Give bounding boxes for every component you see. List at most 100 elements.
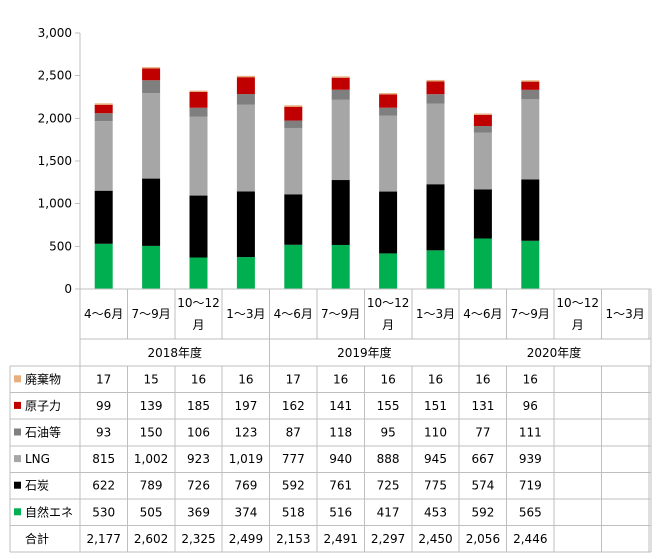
bar-segment bbox=[426, 103, 445, 185]
category-label: 10～12 bbox=[556, 296, 599, 310]
bar-segment bbox=[189, 90, 208, 92]
bar-segment bbox=[236, 94, 255, 105]
table-value: 16 bbox=[238, 372, 253, 386]
bar-segment bbox=[142, 178, 161, 246]
table-value: 369 bbox=[187, 505, 210, 519]
table-value: 667 bbox=[471, 452, 494, 466]
table-value: 1,002 bbox=[134, 452, 168, 466]
bar-segment bbox=[189, 91, 208, 108]
legend-label: 自然エネ bbox=[25, 504, 73, 519]
category-label: 月 bbox=[192, 318, 204, 332]
table-value: 162 bbox=[282, 399, 305, 413]
table-value: 939 bbox=[519, 452, 542, 466]
bar-segment bbox=[426, 79, 445, 82]
bar-segment bbox=[236, 75, 255, 78]
table-value: 453 bbox=[424, 505, 447, 519]
table-value: 118 bbox=[329, 426, 352, 440]
table-value: 769 bbox=[234, 479, 257, 493]
total-value: 2,177 bbox=[87, 532, 121, 546]
table-value: 592 bbox=[282, 479, 305, 493]
bar-segment bbox=[284, 106, 303, 121]
table-value: 777 bbox=[282, 452, 305, 466]
table-value: 417 bbox=[377, 505, 400, 519]
table-value: 574 bbox=[471, 479, 494, 493]
table-value: 725 bbox=[377, 479, 400, 493]
table-value: 87 bbox=[286, 426, 301, 440]
category-label: 10～12 bbox=[177, 296, 220, 310]
y-tick-label: 0 bbox=[64, 282, 72, 296]
table-value: 518 bbox=[282, 505, 305, 519]
bar-segment bbox=[284, 120, 303, 128]
bar-segment bbox=[379, 191, 398, 254]
bar-segment bbox=[142, 80, 161, 94]
bar-segment bbox=[236, 77, 255, 95]
bar-segment bbox=[189, 195, 208, 258]
bar-segment bbox=[379, 107, 398, 116]
table-value: 106 bbox=[187, 426, 210, 440]
bar-segment bbox=[94, 243, 113, 289]
table-value: 93 bbox=[96, 426, 111, 440]
bar-segment bbox=[284, 194, 303, 245]
bar-segment bbox=[379, 93, 398, 95]
bar-segment bbox=[521, 89, 540, 100]
legend-swatch bbox=[14, 428, 21, 436]
legend-label: 石炭 bbox=[25, 479, 49, 493]
legend-label: LNG bbox=[25, 452, 50, 466]
group-label: 2019年度 bbox=[337, 345, 392, 360]
bar-segment bbox=[331, 77, 350, 90]
bar-segment bbox=[331, 180, 350, 245]
bar-segment bbox=[94, 113, 113, 122]
bar-segment bbox=[331, 244, 350, 289]
table-value: 151 bbox=[424, 399, 447, 413]
table-value: 77 bbox=[475, 426, 490, 440]
table-value: 197 bbox=[234, 399, 257, 413]
bar-segment bbox=[236, 191, 255, 258]
bar-segment bbox=[94, 103, 113, 105]
bar-segment bbox=[236, 104, 255, 192]
group-label: 2018年度 bbox=[148, 345, 203, 360]
table-value: 888 bbox=[377, 452, 400, 466]
bar-segment bbox=[331, 76, 350, 78]
table-value: 16 bbox=[333, 372, 348, 386]
bar-segment bbox=[379, 253, 398, 289]
bar-segment bbox=[142, 245, 161, 289]
bar-segment bbox=[284, 105, 303, 107]
table-value: 815 bbox=[92, 452, 115, 466]
table-value: 719 bbox=[519, 479, 542, 493]
bar-segment bbox=[521, 81, 540, 90]
y-tick-label: 1,000 bbox=[38, 197, 72, 211]
table-value: 150 bbox=[140, 426, 163, 440]
legend-label: 廃棄物 bbox=[25, 371, 61, 386]
category-label: 1～3月 bbox=[226, 307, 265, 321]
bar-segment bbox=[473, 132, 492, 190]
table-value: 123 bbox=[234, 426, 257, 440]
total-value: 2,153 bbox=[276, 532, 310, 546]
bar-segment bbox=[473, 114, 492, 127]
table-value: 622 bbox=[92, 479, 115, 493]
category-label: 月 bbox=[572, 318, 584, 332]
bar-segment bbox=[189, 116, 208, 196]
bar-segment bbox=[94, 104, 113, 114]
total-value: 2,499 bbox=[229, 532, 263, 546]
y-tick-label: 1,500 bbox=[38, 154, 72, 168]
table-value: 17 bbox=[286, 372, 301, 386]
bar-segment bbox=[236, 257, 255, 289]
bar-segment bbox=[426, 94, 445, 104]
table-value: 99 bbox=[96, 399, 111, 413]
bar-segment bbox=[94, 121, 113, 191]
table-value: 1,019 bbox=[229, 452, 263, 466]
legend-swatch bbox=[14, 401, 21, 409]
category-label: 7～9月 bbox=[321, 307, 360, 321]
category-label: 10～12 bbox=[367, 296, 410, 310]
legend-label: 原子力 bbox=[25, 399, 61, 413]
bar-segment bbox=[521, 99, 540, 180]
table-value: 16 bbox=[191, 372, 206, 386]
bar-segment bbox=[426, 81, 445, 95]
table-value: 139 bbox=[140, 399, 163, 413]
bar-segment bbox=[521, 240, 540, 289]
y-tick-label: 3,000 bbox=[38, 26, 72, 40]
table-value: 923 bbox=[187, 452, 210, 466]
table-value: 374 bbox=[234, 505, 257, 519]
table-value: 16 bbox=[523, 372, 538, 386]
legend-swatch bbox=[14, 481, 21, 489]
